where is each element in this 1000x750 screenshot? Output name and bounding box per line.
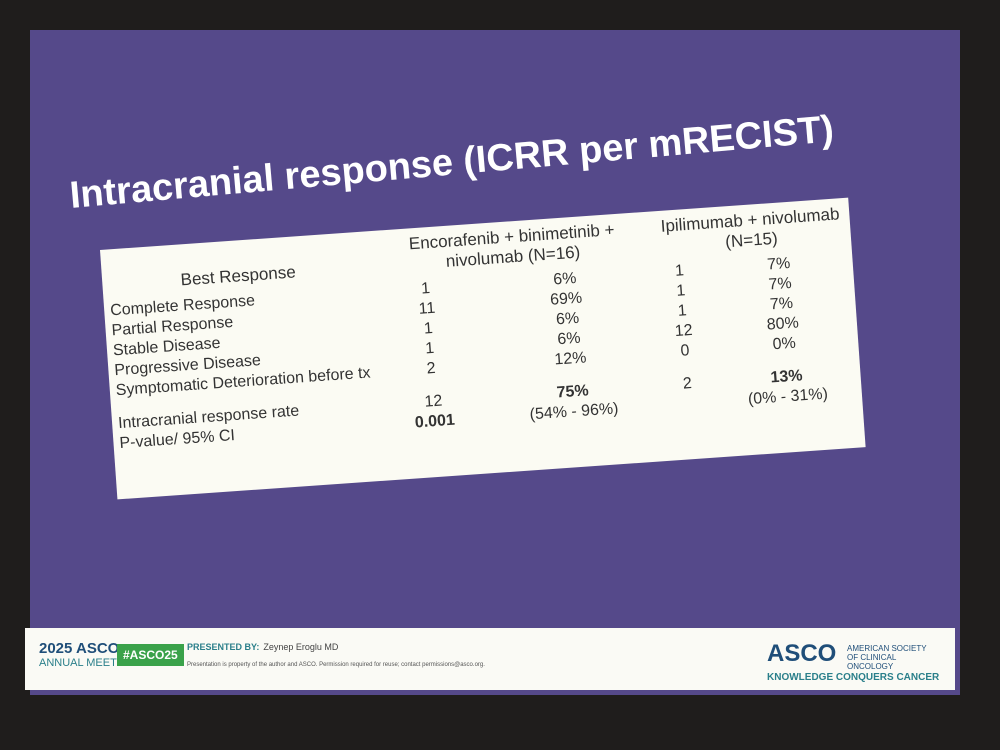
meeting-year: 2025 ASCO — [39, 640, 120, 657]
logo: ASCO — [767, 640, 837, 667]
table-cell — [663, 393, 715, 417]
tagline: KNOWLEDGE CONQUERS CANCER — [767, 672, 940, 683]
meeting: 2025 ASCO ANNUAL MEETING — [39, 640, 137, 670]
meeting-name: ANNUAL MEETING — [39, 657, 137, 669]
notice: Presentation is property of the author a… — [187, 662, 485, 668]
hashtag: #ASCO25 — [117, 644, 184, 666]
table-cell: 2 — [682, 375, 693, 393]
presenter: Zeynep Eroglu MD — [263, 642, 339, 652]
response-table: Best Response Encorafenib + binimetinib … — [100, 197, 866, 500]
presented-by: PRESENTED BY: — [187, 642, 260, 652]
society: AMERICAN SOCIETY OF CLINICAL ONCOLOGY — [847, 644, 927, 671]
presenter-line: PRESENTED BY: Zeynep Eroglu MD — [187, 642, 338, 652]
footer: 2025 ASCO ANNUAL MEETING #ASCO25 PRESENT… — [25, 628, 955, 690]
